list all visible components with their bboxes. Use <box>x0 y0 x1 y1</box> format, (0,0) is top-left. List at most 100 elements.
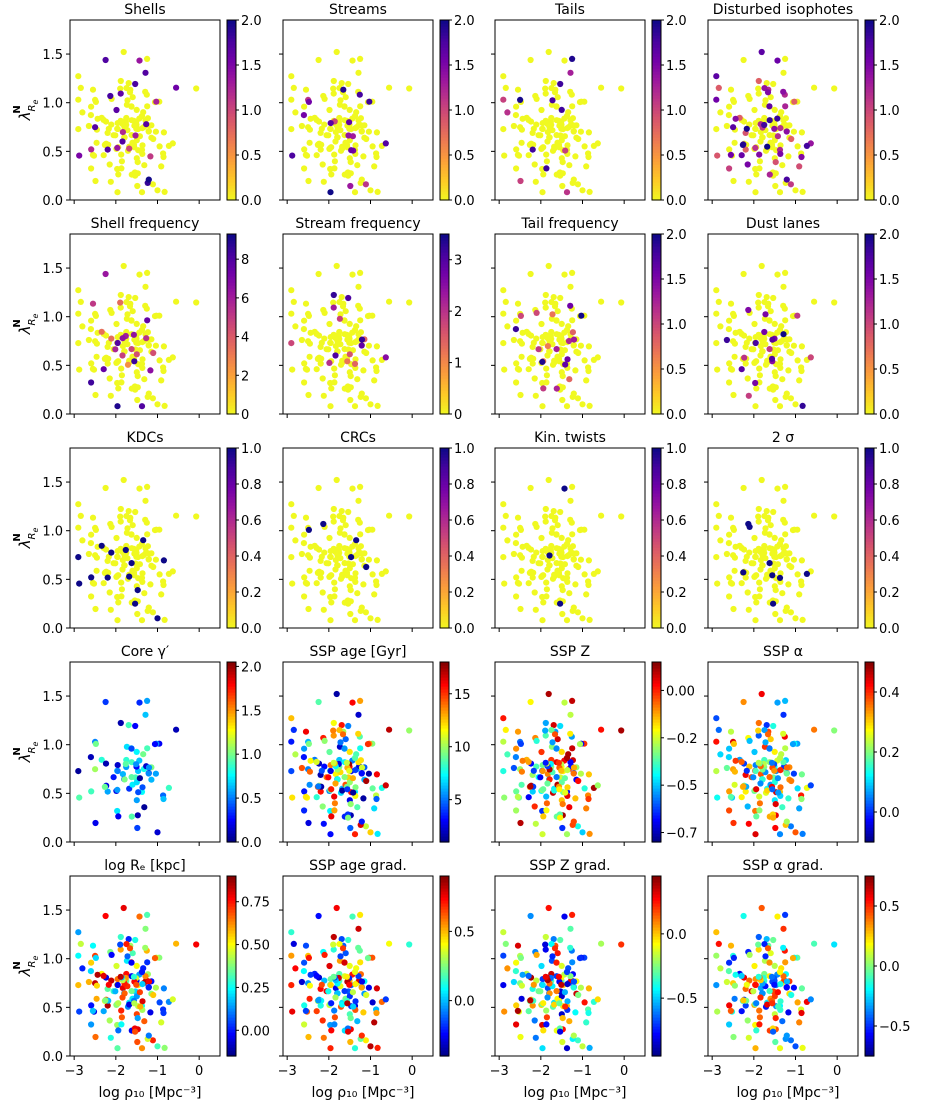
colorbar-segment <box>865 158 874 162</box>
colorbar-segment <box>652 836 661 840</box>
colorbar-segment <box>865 460 874 464</box>
colorbar: 0.00.51.01.52.0 <box>864 14 900 209</box>
scatter-point <box>119 129 126 136</box>
colorbar-tick-label: 0.0 <box>454 622 475 637</box>
scatter-point <box>298 978 305 986</box>
scatter-point <box>771 767 778 774</box>
colorbar-segment <box>227 125 236 129</box>
scatter-point <box>766 346 773 353</box>
scatter-point <box>585 985 593 992</box>
colorbar: 0.00−0.2−0.5−0.7 <box>651 661 698 843</box>
colorbar-segment <box>227 493 236 497</box>
colorbar-segment <box>652 173 661 177</box>
colorbar-segment <box>440 761 449 765</box>
scatter-point <box>743 339 750 346</box>
colorbar-segment <box>652 876 661 880</box>
scatter-point <box>517 954 525 962</box>
colorbar-segment <box>652 351 661 355</box>
colorbar-segment <box>440 809 449 813</box>
colorbar-segment <box>865 981 874 985</box>
colorbar-segment <box>652 924 661 928</box>
scatter-point <box>517 96 524 103</box>
colorbar-segment <box>227 839 236 843</box>
colorbar-segment <box>652 987 661 991</box>
scatter-point <box>831 299 838 306</box>
colorbar-segment <box>440 481 449 485</box>
colorbar-segment <box>652 975 661 979</box>
scatter-point <box>300 112 307 119</box>
x-tick-label: −1 <box>148 1064 167 1079</box>
scatter-point <box>517 391 524 399</box>
colorbar-segment <box>227 357 236 361</box>
colorbar-segment <box>440 1050 449 1054</box>
colorbar-segment <box>652 32 661 36</box>
colorbar-segment <box>227 294 236 298</box>
colorbar-segment <box>865 194 874 198</box>
scatter-point <box>128 774 135 781</box>
scatter-point <box>115 1027 122 1034</box>
axes-frame <box>282 233 434 415</box>
colorbar-segment <box>440 833 449 837</box>
scatter-point <box>144 317 151 324</box>
colorbar-segment <box>440 463 449 467</box>
colorbar-segment <box>227 258 236 262</box>
scatter-point <box>755 85 762 92</box>
scatter-point <box>344 358 351 365</box>
colorbar-segment <box>440 351 449 355</box>
colorbar-segment <box>865 574 874 578</box>
scatter-point <box>527 698 534 706</box>
colorbar-segment <box>440 357 449 361</box>
scatter-point <box>336 727 343 734</box>
scatter-point <box>351 754 359 762</box>
scatter-point <box>517 740 525 748</box>
scatter-point <box>770 722 777 730</box>
y-axis-label: λReN <box>12 100 40 122</box>
colorbar-segment <box>652 1008 661 1012</box>
scatter-points <box>288 48 413 196</box>
colorbar-segment <box>227 665 236 669</box>
scatter-point <box>514 728 522 735</box>
colorbar-segment <box>440 490 449 494</box>
colorbar-segment <box>865 330 874 334</box>
colorbar-segment <box>227 336 236 340</box>
scatter-point <box>328 786 335 793</box>
colorbar-segment <box>865 44 874 48</box>
scatter-point <box>777 553 784 560</box>
scatter-point <box>771 962 778 970</box>
scatter-point <box>758 690 765 698</box>
scatter-point <box>726 574 733 581</box>
scatter-point <box>112 988 119 995</box>
scatter-point <box>343 973 350 980</box>
scatter-point <box>102 912 109 920</box>
colorbar-segment <box>227 746 236 750</box>
scatter-point <box>785 367 792 374</box>
scatter-point <box>160 795 167 803</box>
scatter-point <box>298 122 305 130</box>
scatter-point <box>93 567 100 574</box>
colorbar-segment <box>227 981 236 985</box>
colorbar-segment <box>227 122 236 126</box>
colorbar-segment <box>865 538 874 542</box>
colorbar-segment <box>865 273 874 277</box>
scatter-point <box>330 973 337 980</box>
colorbar-tick-label: 1.0 <box>241 442 262 457</box>
colorbar-segment <box>440 47 449 51</box>
colorbar-segment <box>652 1029 661 1033</box>
scatter-point <box>798 343 806 350</box>
colorbar-segment <box>865 125 874 129</box>
scatter-point <box>339 517 347 524</box>
scatter-point <box>756 372 764 379</box>
scatter-point <box>562 789 569 796</box>
colorbar-segment <box>227 234 236 238</box>
colorbar-segment <box>652 312 661 316</box>
scatter-point <box>561 133 569 140</box>
colorbar-segment <box>440 152 449 156</box>
scatter-point <box>767 736 774 743</box>
colorbar-segment <box>652 954 661 958</box>
scatter-point <box>557 80 564 88</box>
scatter-point <box>128 317 135 324</box>
colorbar-segment <box>227 803 236 807</box>
scatter-point <box>301 593 308 600</box>
scatter-point <box>771 320 778 327</box>
axes-frame <box>707 233 859 415</box>
